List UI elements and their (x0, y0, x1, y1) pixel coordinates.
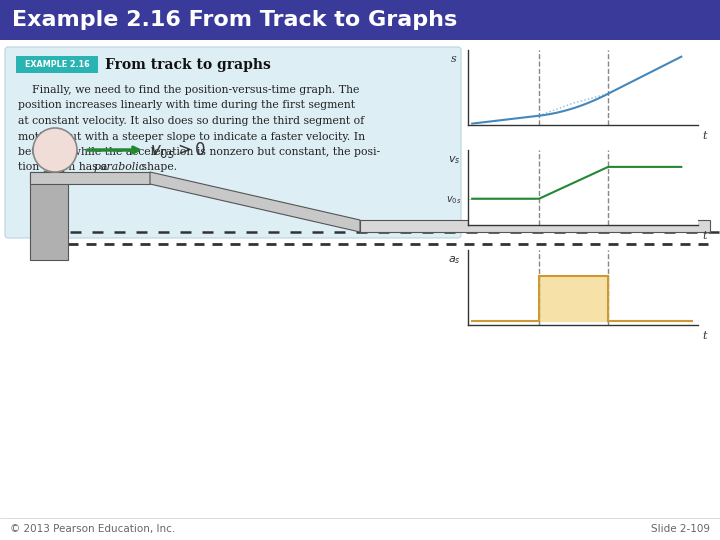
Text: parabolic: parabolic (94, 163, 146, 172)
Text: between, while the acceleration is nonzero but constant, the posi-: between, while the acceleration is nonze… (18, 147, 380, 157)
Text: $a_s$: $a_s$ (448, 254, 461, 266)
Bar (360, 220, 710, 232)
Text: © 2013 Pearson Education, Inc.: © 2013 Pearson Education, Inc. (10, 524, 175, 534)
Text: $v_s$: $v_s$ (448, 154, 460, 166)
Text: position increases linearly with time during the first segment: position increases linearly with time du… (18, 100, 355, 111)
Text: $v_{0s} > 0$: $v_{0s} > 0$ (150, 140, 206, 160)
Text: EXAMPLE 2.16: EXAMPLE 2.16 (24, 60, 89, 69)
Text: shape.: shape. (138, 163, 177, 172)
Bar (30, 172, 150, 184)
Text: motion, but with a steeper slope to indicate a faster velocity. In: motion, but with a steeper slope to indi… (18, 132, 365, 141)
Text: at constant velocity. It also does so during the third segment of: at constant velocity. It also does so du… (18, 116, 364, 126)
Text: t: t (703, 231, 707, 241)
Bar (16, 56, 98, 73)
Text: Example 2.16 From Track to Graphs: Example 2.16 From Track to Graphs (12, 10, 457, 30)
Bar (0, 0, 720, 40)
Text: Finally, we need to find the position-versus-time graph. The: Finally, we need to find the position-ve… (18, 85, 359, 95)
Text: Slide 2-109: Slide 2-109 (651, 524, 710, 534)
Text: tion graph has a: tion graph has a (18, 163, 111, 172)
Text: From track to graphs: From track to graphs (105, 57, 271, 71)
Text: t: t (703, 131, 707, 141)
Text: The position graph changes
smoothly, without kinks.: The position graph changes smoothly, wit… (538, 50, 664, 70)
Circle shape (33, 128, 77, 172)
Bar (30, 172, 68, 260)
Text: $v_{0s}$: $v_{0s}$ (446, 194, 462, 206)
FancyBboxPatch shape (5, 47, 461, 238)
Text: t: t (703, 331, 707, 341)
Text: s: s (451, 54, 457, 64)
Polygon shape (150, 172, 360, 232)
